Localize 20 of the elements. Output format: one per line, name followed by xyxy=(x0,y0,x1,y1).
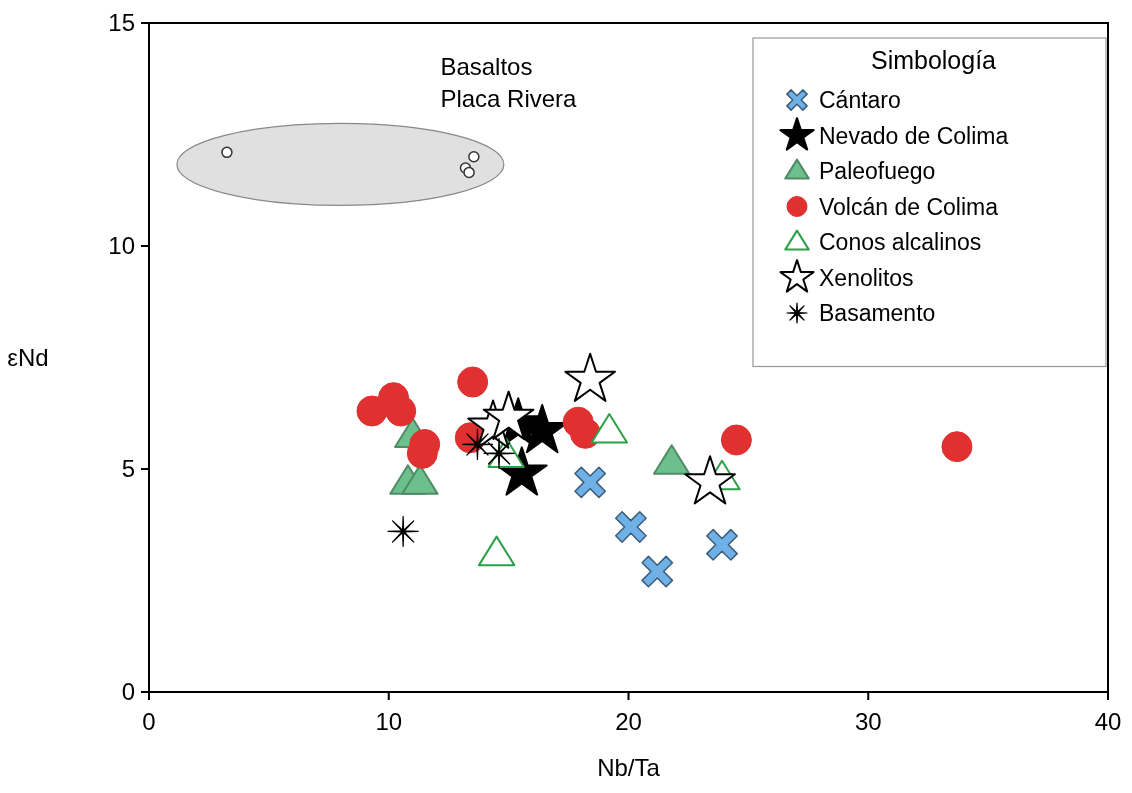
x-tick-label: 10 xyxy=(375,708,403,735)
x-axis-title: Nb/Ta xyxy=(597,754,661,781)
legend-title: Simbología xyxy=(870,46,997,74)
x-tick-label: 20 xyxy=(615,708,642,735)
legend-label: Volcán de Colima xyxy=(819,193,999,220)
legend-label: Conos alcalinos xyxy=(819,229,982,255)
x-tick-label: 40 xyxy=(1094,708,1122,735)
y-tick-label: 5 xyxy=(121,455,135,482)
y-tick-label: 0 xyxy=(121,678,135,705)
y-tick-label: 15 xyxy=(108,9,135,36)
legend-label: Paleofuego xyxy=(819,158,936,184)
legend-label: Basamento xyxy=(819,300,936,326)
x-tick-label: 0 xyxy=(142,708,156,735)
annotation: Basaltos Placa Rivera xyxy=(440,53,578,113)
legend-label: Xenolitos xyxy=(819,264,914,291)
x-tick-label: 30 xyxy=(854,708,882,735)
y-tick-label: 10 xyxy=(108,232,135,259)
y-axis-title: εNd xyxy=(7,343,49,371)
legend-label: Cántaro xyxy=(819,87,901,113)
legend-label: Nevado de Colima xyxy=(819,122,1009,149)
